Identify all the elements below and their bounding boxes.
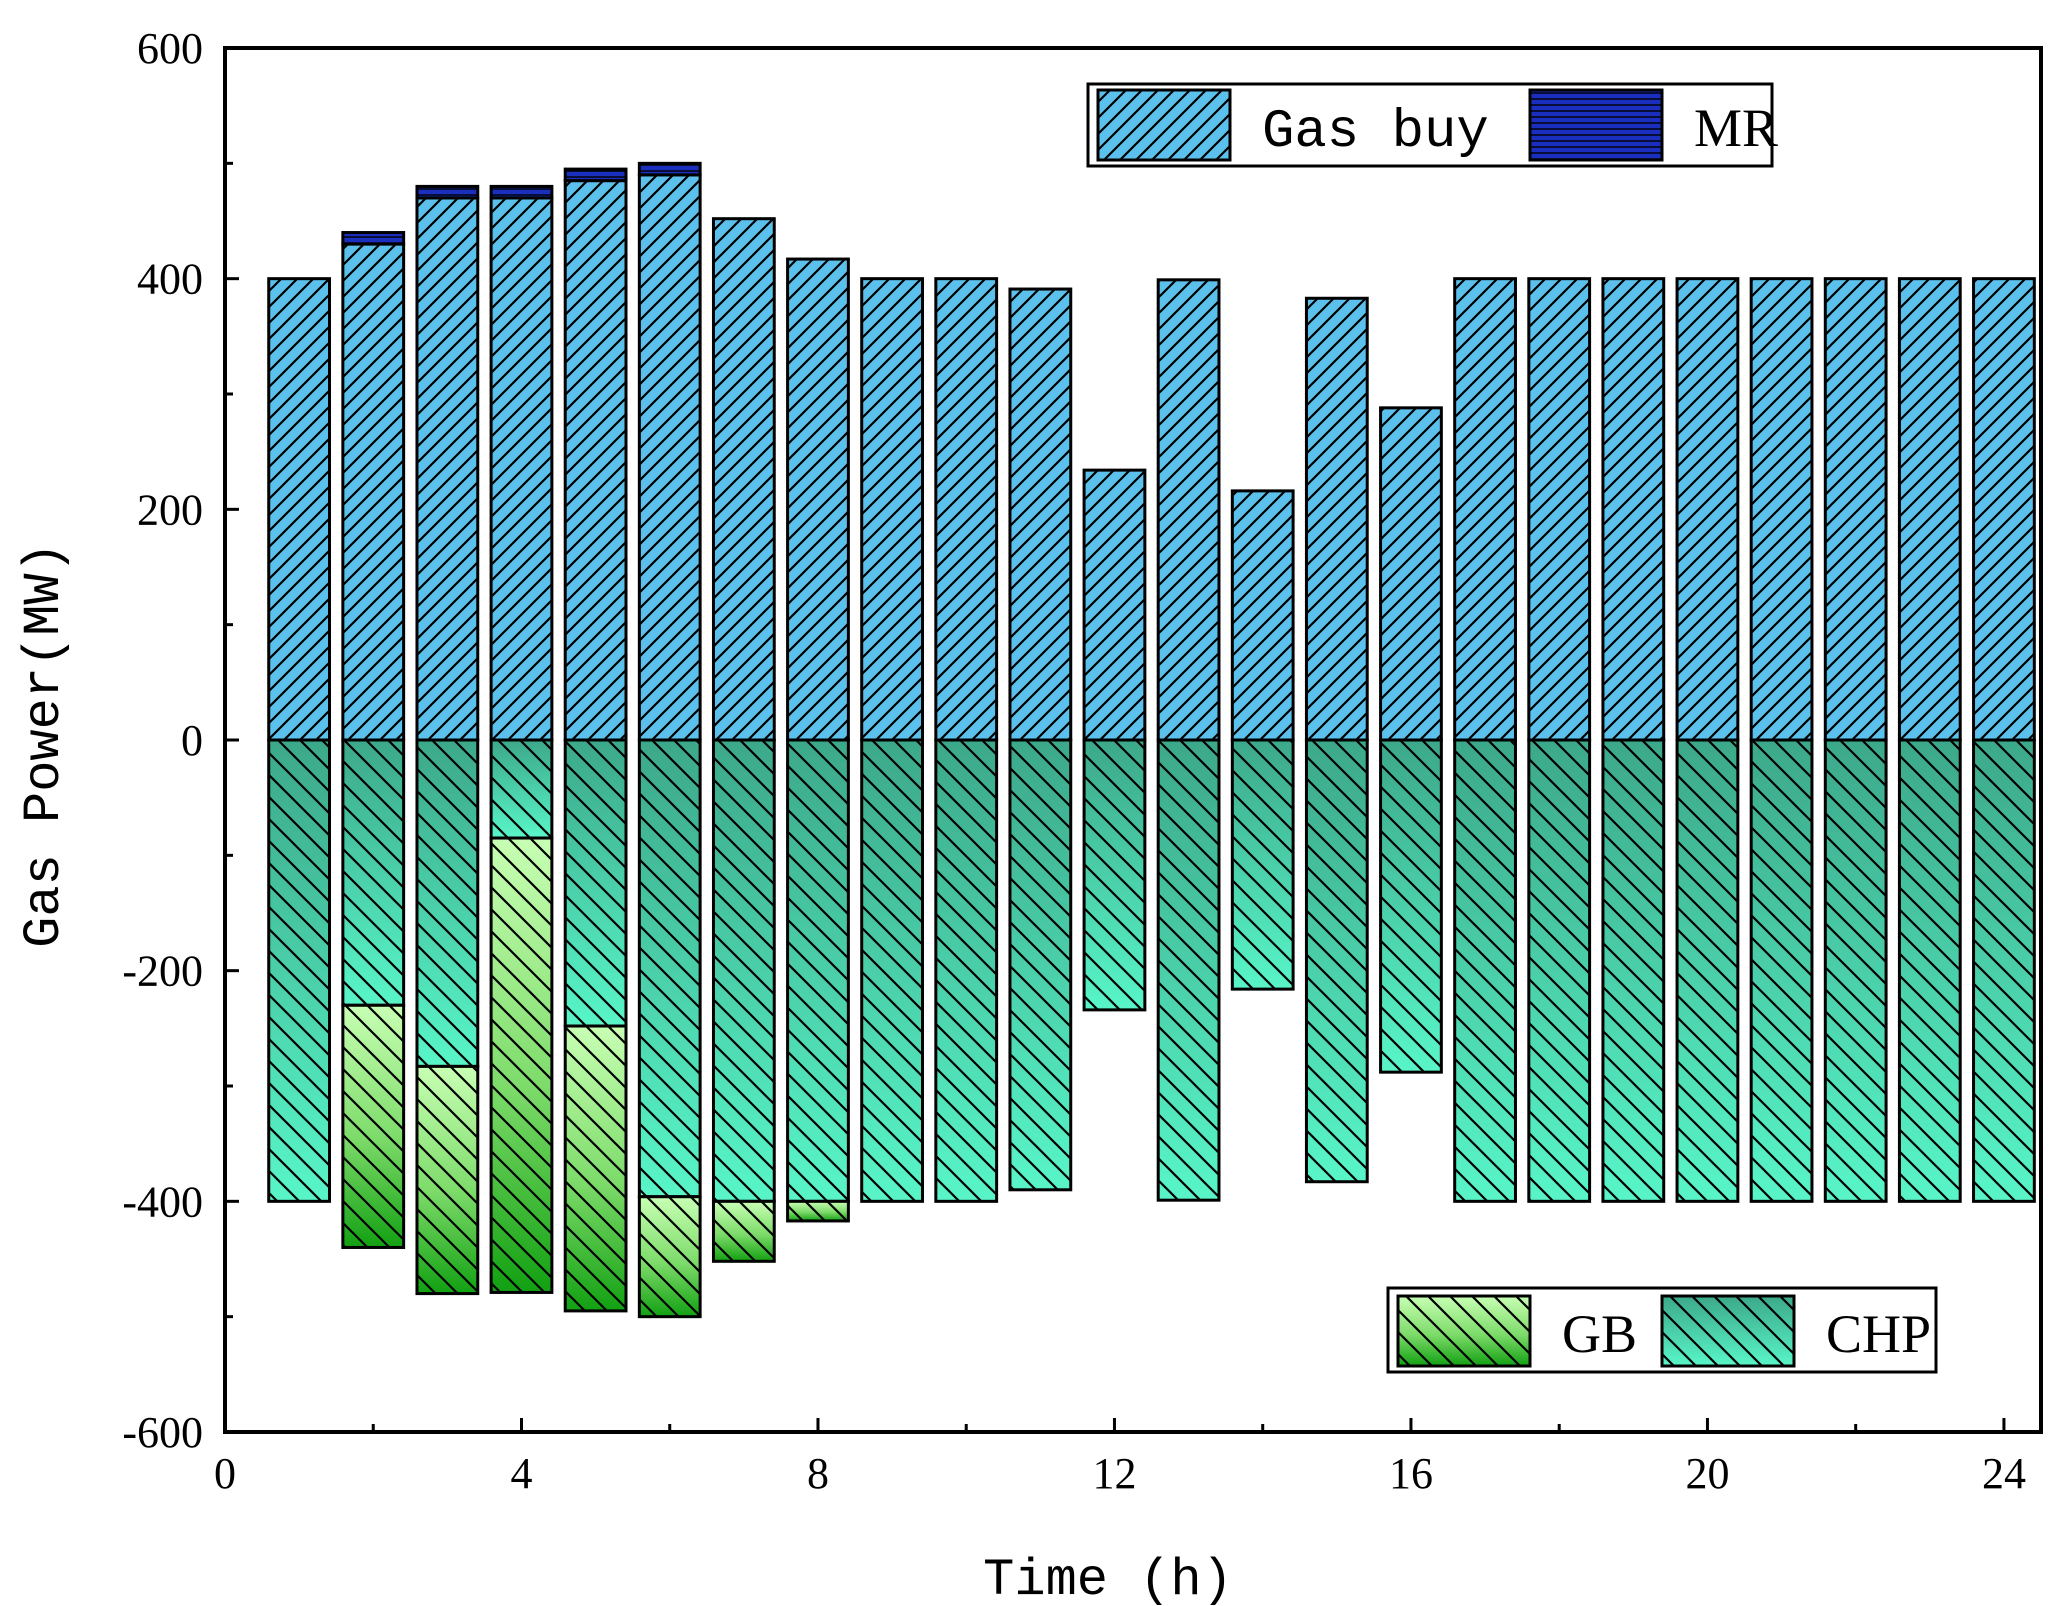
- legend-swatch-mr-hatch: [1530, 90, 1662, 160]
- bar-gas-buy-12-hatch: [1084, 470, 1145, 740]
- x-tick-label: 24: [1982, 1449, 2026, 1498]
- bar-chp-5-hatch: [565, 740, 627, 1027]
- bar-gas-buy-9-hatch: [861, 278, 923, 740]
- bar-chp-18-hatch: [1528, 740, 1590, 1202]
- bar-gas-buy-6-hatch: [639, 174, 701, 740]
- bar-mr-4-hatch: [491, 186, 552, 198]
- bar-chp-17-hatch: [1454, 740, 1516, 1202]
- bar-chp-10-hatch: [935, 740, 997, 1202]
- bar-chp-21-hatch: [1751, 740, 1812, 1202]
- bar-gas-buy-10-hatch: [935, 278, 997, 740]
- bar-gas-buy-11-hatch: [1009, 289, 1071, 740]
- bar-chp-20-hatch: [1677, 740, 1738, 1202]
- bars-layer: [267, 161, 2036, 1319]
- x-tick-label: 12: [1092, 1449, 1136, 1498]
- bar-gb-7-hatch: [713, 1201, 775, 1262]
- y-axis-title: Gas Power(MW): [15, 542, 74, 948]
- bar-gb-8-hatch: [787, 1201, 849, 1221]
- bar-chp-3-hatch: [416, 740, 478, 1067]
- bar-gb-2-hatch: [342, 1005, 404, 1248]
- bar-mr-3-hatch: [416, 186, 478, 198]
- bar-chp-23-hatch: [1899, 740, 1961, 1202]
- bar-chp-13-hatch: [1158, 740, 1219, 1201]
- bar-gas-buy-7-hatch: [713, 218, 775, 740]
- bar-gas-buy-1-hatch: [268, 278, 330, 740]
- bar-gas-buy-19-hatch: [1602, 278, 1664, 740]
- bar-gas-buy-14-hatch: [1232, 490, 1294, 740]
- bar-gas-buy-17-hatch: [1454, 278, 1516, 740]
- bar-gb-3-hatch: [416, 1066, 478, 1294]
- bar-chp-9-hatch: [861, 740, 923, 1202]
- bar-chp-4-hatch: [491, 740, 552, 839]
- bar-mr-6-hatch: [639, 163, 701, 175]
- y-axis: -600 -400 -200 0 200 400 600: [122, 24, 239, 1457]
- bar-chp-22-hatch: [1825, 740, 1887, 1202]
- bar-chp-24-hatch: [1973, 740, 2035, 1202]
- y-tick-label: -200: [122, 947, 203, 996]
- bar-chp-8-hatch: [787, 740, 849, 1202]
- bar-gb-4-hatch: [491, 838, 552, 1293]
- legend-bottom: GB CHP: [1386, 1286, 1938, 1374]
- bar-gas-buy-13-hatch: [1158, 279, 1219, 740]
- x-tick-label: 20: [1685, 1449, 1729, 1498]
- bar-gas-buy-4-hatch: [491, 197, 552, 740]
- legend-swatch-chp-hatch: [1662, 1296, 1794, 1366]
- bar-gas-buy-22-hatch: [1825, 278, 1887, 740]
- legend-swatch-gb-hatch: [1398, 1296, 1530, 1366]
- bar-gas-buy-5-hatch: [565, 180, 627, 741]
- bar-chp-6-hatch: [639, 740, 701, 1197]
- bar-mr-5-hatch: [565, 169, 627, 181]
- legend-label-chp: CHP: [1826, 1304, 1931, 1364]
- bar-chp-11-hatch: [1009, 740, 1071, 1190]
- bar-gb-5-hatch: [565, 1026, 627, 1311]
- bar-gas-buy-8-hatch: [787, 259, 849, 740]
- bar-gas-buy-2-hatch: [342, 244, 404, 741]
- bar-chp-12-hatch: [1084, 740, 1145, 1010]
- legend-label-mr: MR: [1694, 98, 1778, 158]
- x-tick-label: 16: [1389, 1449, 1433, 1498]
- y-tick-label: 0: [181, 716, 203, 765]
- bar-gas-buy-3-hatch: [416, 197, 478, 740]
- legend-top: Gas buy MR: [1086, 82, 1778, 168]
- bar-chp-2-hatch: [342, 740, 404, 1006]
- bar-gas-buy-15-hatch: [1306, 298, 1368, 740]
- bar-chp-19-hatch: [1602, 740, 1664, 1202]
- x-axis-title: Time (h): [983, 1551, 1233, 1606]
- bar-gas-buy-23-hatch: [1899, 278, 1961, 740]
- x-tick-label: 4: [510, 1449, 532, 1498]
- bar-chp-16-hatch: [1380, 740, 1442, 1073]
- bar-chp-14-hatch: [1232, 740, 1294, 990]
- x-tick-label: 0: [214, 1449, 236, 1498]
- y-tick-label: -400: [122, 1177, 203, 1226]
- bar-gb-6-hatch: [639, 1196, 701, 1317]
- bar-gas-buy-21-hatch: [1751, 278, 1812, 740]
- x-tick-label: 8: [807, 1449, 829, 1498]
- legend-label-gb: GB: [1562, 1304, 1637, 1364]
- bar-gas-buy-18-hatch: [1528, 278, 1590, 740]
- bar-chp-15-hatch: [1306, 740, 1368, 1182]
- bar-gas-buy-16-hatch: [1380, 407, 1442, 740]
- bar-chp-7-hatch: [713, 740, 775, 1202]
- bar-gas-buy-24-hatch: [1973, 278, 2035, 740]
- y-tick-label: -600: [122, 1408, 203, 1457]
- y-tick-label: 600: [137, 24, 203, 73]
- y-tick-label: 400: [137, 255, 203, 304]
- bar-gas-buy-20-hatch: [1677, 278, 1738, 740]
- y-tick-label: 200: [137, 485, 203, 534]
- legend-swatch-gas-buy-hatch: [1098, 90, 1230, 160]
- legend-label-gas-buy: Gas buy: [1262, 102, 1489, 163]
- x-axis: 0 4 8 12 16 20 24: [214, 1418, 2026, 1498]
- bar-chp-1-hatch: [268, 740, 330, 1202]
- bar-mr-2-hatch: [342, 232, 404, 245]
